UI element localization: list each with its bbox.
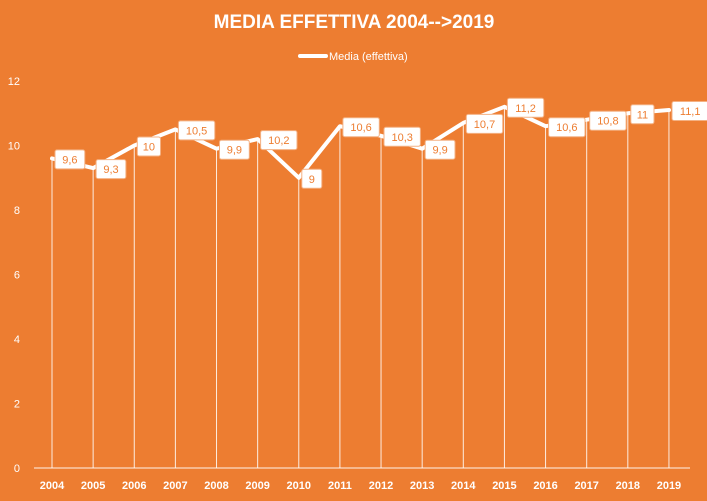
x-tick-label: 2006 xyxy=(122,480,146,492)
x-tick-label: 2017 xyxy=(574,480,598,492)
data-label: 11 xyxy=(630,104,655,125)
data-label-box xyxy=(465,113,504,134)
data-label: 10,8 xyxy=(589,110,627,131)
y-tick-label: 2 xyxy=(14,399,20,411)
data-label: 10,6 xyxy=(548,117,586,138)
data-label: 9,6 xyxy=(54,149,86,170)
data-label: 10,3 xyxy=(383,126,421,147)
data-label-text: 10,7 xyxy=(474,119,495,131)
data-label-box xyxy=(95,159,127,180)
x-tick-label: 2009 xyxy=(245,480,269,492)
y-tick-label: 8 xyxy=(14,205,20,217)
data-label-text: 9 xyxy=(309,174,315,186)
x-tick-label: 2012 xyxy=(369,480,393,492)
x-tick-label: 2015 xyxy=(492,480,516,492)
data-label: 10 xyxy=(136,136,162,157)
data-label-text: 10,6 xyxy=(350,122,371,134)
y-tick-label: 0 xyxy=(14,463,20,475)
data-label: 9,9 xyxy=(424,139,456,160)
data-label-text: 11 xyxy=(637,109,648,121)
data-label-text: 10,3 xyxy=(391,132,412,144)
data-label: 10,5 xyxy=(177,120,216,141)
x-axis: 2004 2005 2006 2007 2008 2009 2010 2011 2012 2013… xyxy=(40,480,681,492)
x-tick-label: 2018 xyxy=(616,480,640,492)
data-label: 10,6 xyxy=(342,117,380,138)
data-label-box xyxy=(136,136,162,157)
data-label-box xyxy=(630,104,655,125)
data-label-box xyxy=(548,117,586,138)
data-label-text: 11,1 xyxy=(680,106,701,118)
data-label-box xyxy=(301,168,323,189)
y-tick-label: 4 xyxy=(14,334,20,346)
data-label-text: 10,6 xyxy=(556,122,577,134)
x-tick-label: 2011 xyxy=(328,480,352,492)
data-label-text: 10 xyxy=(143,142,155,154)
x-tick-label: 2013 xyxy=(410,480,434,492)
legend: Media (effettiva) xyxy=(298,51,408,63)
y-tick-label: 12 xyxy=(8,76,20,88)
x-tick-label: 2008 xyxy=(204,480,228,492)
data-label: 9 xyxy=(301,168,323,189)
data-label-box xyxy=(177,120,216,141)
data-label-box xyxy=(342,117,380,138)
data-label-box xyxy=(671,101,707,121)
drop-lines xyxy=(51,106,670,468)
y-tick-label: 10 xyxy=(8,141,20,153)
data-label-text: 10,8 xyxy=(597,116,618,128)
data-label-text: 9,3 xyxy=(103,164,118,176)
data-label-box xyxy=(506,97,545,118)
x-tick-label: 2004 xyxy=(40,480,65,492)
x-tick-label: 2007 xyxy=(163,480,187,492)
data-label-box xyxy=(424,139,456,160)
data-label-text: 9,6 xyxy=(62,154,77,166)
y-axis: 0 2 4 6 8 10 12 xyxy=(8,76,20,475)
x-tick-label: 2014 xyxy=(451,480,476,492)
x-tick-label: 2016 xyxy=(533,480,557,492)
data-label-text: 10,5 xyxy=(186,125,207,137)
data-label-text: 9,9 xyxy=(432,145,447,157)
data-label-box xyxy=(589,110,627,131)
data-label-box xyxy=(260,130,298,151)
x-tick-label: 2005 xyxy=(81,480,105,492)
chart-title: MEDIA EFFETTIVA 2004-->2019 xyxy=(214,12,495,33)
data-label: 11,1 xyxy=(671,101,707,121)
x-tick-label: 2019 xyxy=(657,480,681,492)
data-label: 9,9 xyxy=(219,139,250,160)
y-tick-label: 6 xyxy=(14,270,20,282)
x-tick-label: 2010 xyxy=(287,480,311,492)
data-label-text: 11,2 xyxy=(515,103,536,115)
data-label-box xyxy=(54,149,86,170)
data-label: 11,2 xyxy=(506,97,545,118)
data-label-text: 9,9 xyxy=(227,145,242,157)
data-label: 9,3 xyxy=(95,159,127,180)
data-label: 10,7 xyxy=(465,113,504,134)
data-label: 10,2 xyxy=(260,130,298,151)
data-label-text: 10,2 xyxy=(268,135,289,147)
data-labels: 9,6 9,3 10 10,5 9,9 10,2 9 10,6 10,3 9,9 10,7 11,2 1… xyxy=(54,97,707,189)
data-label-box xyxy=(383,126,421,147)
data-label-box xyxy=(219,139,250,160)
legend-label: Media (effettiva) xyxy=(329,51,408,63)
